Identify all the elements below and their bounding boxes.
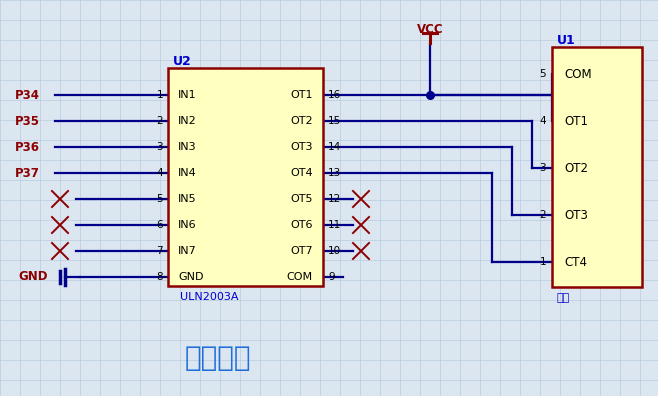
Text: VCC: VCC bbox=[417, 23, 443, 36]
Text: COM: COM bbox=[564, 67, 592, 80]
Text: OT1: OT1 bbox=[564, 114, 588, 128]
Text: ULN2003A: ULN2003A bbox=[180, 292, 238, 302]
Text: 16: 16 bbox=[328, 90, 342, 100]
Text: 1: 1 bbox=[157, 90, 163, 100]
Text: OT2: OT2 bbox=[290, 116, 313, 126]
Text: GND: GND bbox=[18, 270, 47, 284]
Text: 5: 5 bbox=[540, 69, 546, 79]
Text: 13: 13 bbox=[328, 168, 342, 178]
Text: CT4: CT4 bbox=[564, 255, 587, 268]
Text: 7: 7 bbox=[157, 246, 163, 256]
Text: 2: 2 bbox=[540, 210, 546, 220]
Text: P34: P34 bbox=[15, 88, 40, 101]
Text: IN6: IN6 bbox=[178, 220, 197, 230]
Text: 3: 3 bbox=[540, 163, 546, 173]
Text: OT1: OT1 bbox=[290, 90, 313, 100]
Text: 14: 14 bbox=[328, 142, 342, 152]
Text: OT4: OT4 bbox=[290, 168, 313, 178]
Text: P37: P37 bbox=[15, 166, 40, 179]
Text: IN2: IN2 bbox=[178, 116, 197, 126]
Text: U2: U2 bbox=[173, 55, 191, 67]
Text: OT3: OT3 bbox=[564, 209, 588, 221]
Text: 12: 12 bbox=[328, 194, 342, 204]
Text: 15: 15 bbox=[328, 116, 342, 126]
Text: IN3: IN3 bbox=[178, 142, 197, 152]
Text: GND: GND bbox=[178, 272, 203, 282]
Text: 插座: 插座 bbox=[557, 293, 570, 303]
Text: 11: 11 bbox=[328, 220, 342, 230]
Text: 4: 4 bbox=[157, 168, 163, 178]
Text: 4: 4 bbox=[540, 116, 546, 126]
Text: 步进电机: 步进电机 bbox=[185, 344, 251, 372]
Text: 2: 2 bbox=[157, 116, 163, 126]
Text: IN5: IN5 bbox=[178, 194, 197, 204]
Text: OT7: OT7 bbox=[290, 246, 313, 256]
Text: 3: 3 bbox=[157, 142, 163, 152]
Text: OT5: OT5 bbox=[290, 194, 313, 204]
Text: P36: P36 bbox=[15, 141, 40, 154]
Text: OT2: OT2 bbox=[564, 162, 588, 175]
Text: 8: 8 bbox=[157, 272, 163, 282]
Text: IN4: IN4 bbox=[178, 168, 197, 178]
Text: U1: U1 bbox=[557, 34, 576, 46]
Bar bbox=[552, 47, 642, 287]
Text: OT3: OT3 bbox=[290, 142, 313, 152]
Text: OT6: OT6 bbox=[290, 220, 313, 230]
Text: 6: 6 bbox=[157, 220, 163, 230]
Bar bbox=[168, 68, 323, 286]
Text: COM: COM bbox=[287, 272, 313, 282]
Text: 5: 5 bbox=[157, 194, 163, 204]
Text: 10: 10 bbox=[328, 246, 341, 256]
Text: 9: 9 bbox=[328, 272, 335, 282]
Text: IN7: IN7 bbox=[178, 246, 197, 256]
Text: IN1: IN1 bbox=[178, 90, 197, 100]
Text: 1: 1 bbox=[540, 257, 546, 267]
Text: P35: P35 bbox=[15, 114, 40, 128]
